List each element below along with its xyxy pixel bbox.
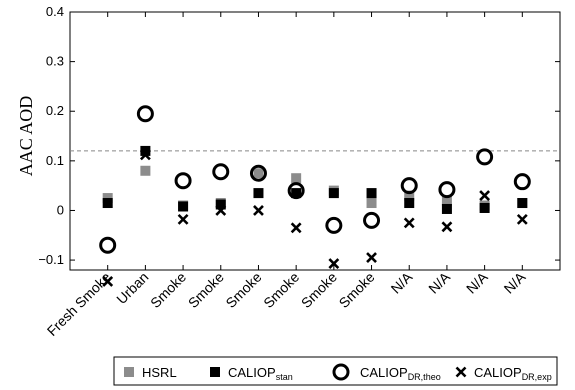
y-axis-title: AAC AOD — [16, 96, 36, 177]
caliop-dr-theo-point — [174, 172, 192, 190]
caliop-dr-exp-point — [516, 213, 528, 225]
hsrl-point — [441, 195, 452, 206]
x-tick-label: Smoke — [260, 269, 302, 311]
caliop-dr-exp-point — [177, 213, 189, 225]
y-tick-label: 0.1 — [46, 153, 64, 168]
caliop-dr-exp-point — [139, 149, 151, 161]
caliop-stan-point — [479, 202, 490, 213]
caliop-dr-exp-point-stroke — [516, 213, 528, 225]
caliop-dr-exp-point-stroke — [215, 205, 227, 216]
caliop-dr-theo-point — [325, 216, 343, 234]
caliop-dr-theo-point — [476, 148, 494, 166]
x-tick-label: N/A — [501, 268, 529, 296]
x-tick-label: N/A — [425, 268, 453, 296]
caliop-dr-exp-point-stroke — [290, 222, 302, 234]
y-tick-label: −0.1 — [38, 252, 64, 267]
x-tick-label: N/A — [388, 268, 416, 296]
legend-hsrl-marker — [124, 367, 134, 377]
caliop-dr-exp-point-stroke — [139, 149, 151, 161]
caliop-stan-point — [328, 188, 339, 199]
hsrl-point — [404, 190, 415, 201]
caliop-stan-point — [140, 145, 151, 156]
caliop-dr-exp-point-stroke — [253, 205, 264, 216]
legend-caliop-dr-exp-marker-stroke — [455, 366, 467, 378]
caliop-stan-point — [253, 188, 264, 199]
caliop-dr-exp-point — [215, 205, 227, 216]
caliop-dr-theo-point — [99, 236, 117, 254]
caliop-stan-point — [215, 199, 226, 210]
legend-caliop-dr-theo-marker — [332, 363, 350, 381]
caliop-dr-theo-point — [513, 173, 531, 191]
caliop-dr-theo-point — [363, 211, 381, 229]
caliop-dr-exp-point-stroke — [441, 221, 453, 233]
hsrl-point — [291, 173, 302, 184]
caliop-stan-point — [366, 188, 377, 199]
caliop-dr-exp-point-stroke — [366, 252, 377, 264]
x-tick-label: Fresh Smoke — [44, 269, 114, 339]
x-tick-label: N/A — [463, 268, 491, 296]
caliop-dr-exp-point — [366, 252, 377, 264]
legend-caliop-stan-marker — [210, 367, 220, 377]
x-tick-label: Smoke — [147, 269, 189, 311]
caliop-dr-theo-point — [249, 164, 267, 182]
y-tick-label: 0 — [57, 202, 64, 217]
caliop-dr-exp-point — [441, 221, 453, 233]
caliop-dr-theo-point — [287, 182, 305, 200]
hsrl-point — [140, 165, 151, 176]
caliop-dr-exp-point — [290, 222, 302, 234]
caliop-dr-exp-point-stroke — [328, 258, 340, 269]
legend: HSRL CALIOPstan CALIOPDR,theo CALIOPDR,exp — [113, 356, 558, 386]
y-tick-label: 0.4 — [46, 4, 64, 19]
caliop-dr-exp-point-stroke — [479, 190, 491, 201]
caliop-dr-exp-point — [253, 205, 264, 216]
hsrl-point — [366, 198, 377, 209]
x-tick-label: Smoke — [336, 269, 378, 311]
x-tick-label: Smoke — [298, 269, 340, 311]
caliop-stan-point — [441, 203, 452, 214]
caliop-dr-theo-point — [136, 105, 154, 123]
x-tick-label: Smoke — [222, 269, 264, 311]
legend-caliop-dr-exp-marker — [455, 366, 467, 378]
caliop-dr-exp-point — [479, 190, 491, 201]
caliop-stan-point — [517, 198, 528, 209]
caliop-dr-theo-point — [438, 181, 456, 199]
legend-hsrl-label: HSRL — [142, 365, 177, 380]
caliop-stan-point — [178, 201, 189, 212]
caliop-dr-theo-point — [212, 163, 230, 181]
caliop-dr-exp-point-stroke — [403, 217, 415, 229]
caliop-dr-exp-point — [328, 258, 340, 269]
caliop-dr-theo-point — [400, 177, 418, 195]
caliop-stan-point — [291, 188, 302, 199]
caliop-dr-exp-point-stroke — [177, 213, 189, 225]
caliop-stan-point — [102, 198, 113, 209]
hsrl-point — [253, 168, 264, 179]
caliop-dr-exp-point-stroke — [102, 275, 114, 287]
caliop-dr-exp-point — [102, 275, 114, 287]
x-tick-label: Urban — [113, 269, 151, 307]
caliop-stan-point — [404, 198, 415, 209]
plot-frame — [69, 11, 561, 271]
y-tick-label: 0.2 — [46, 103, 64, 118]
y-tick-label: 0.3 — [46, 54, 64, 69]
caliop-dr-exp-point — [403, 217, 415, 229]
x-tick-label: Smoke — [185, 269, 227, 311]
